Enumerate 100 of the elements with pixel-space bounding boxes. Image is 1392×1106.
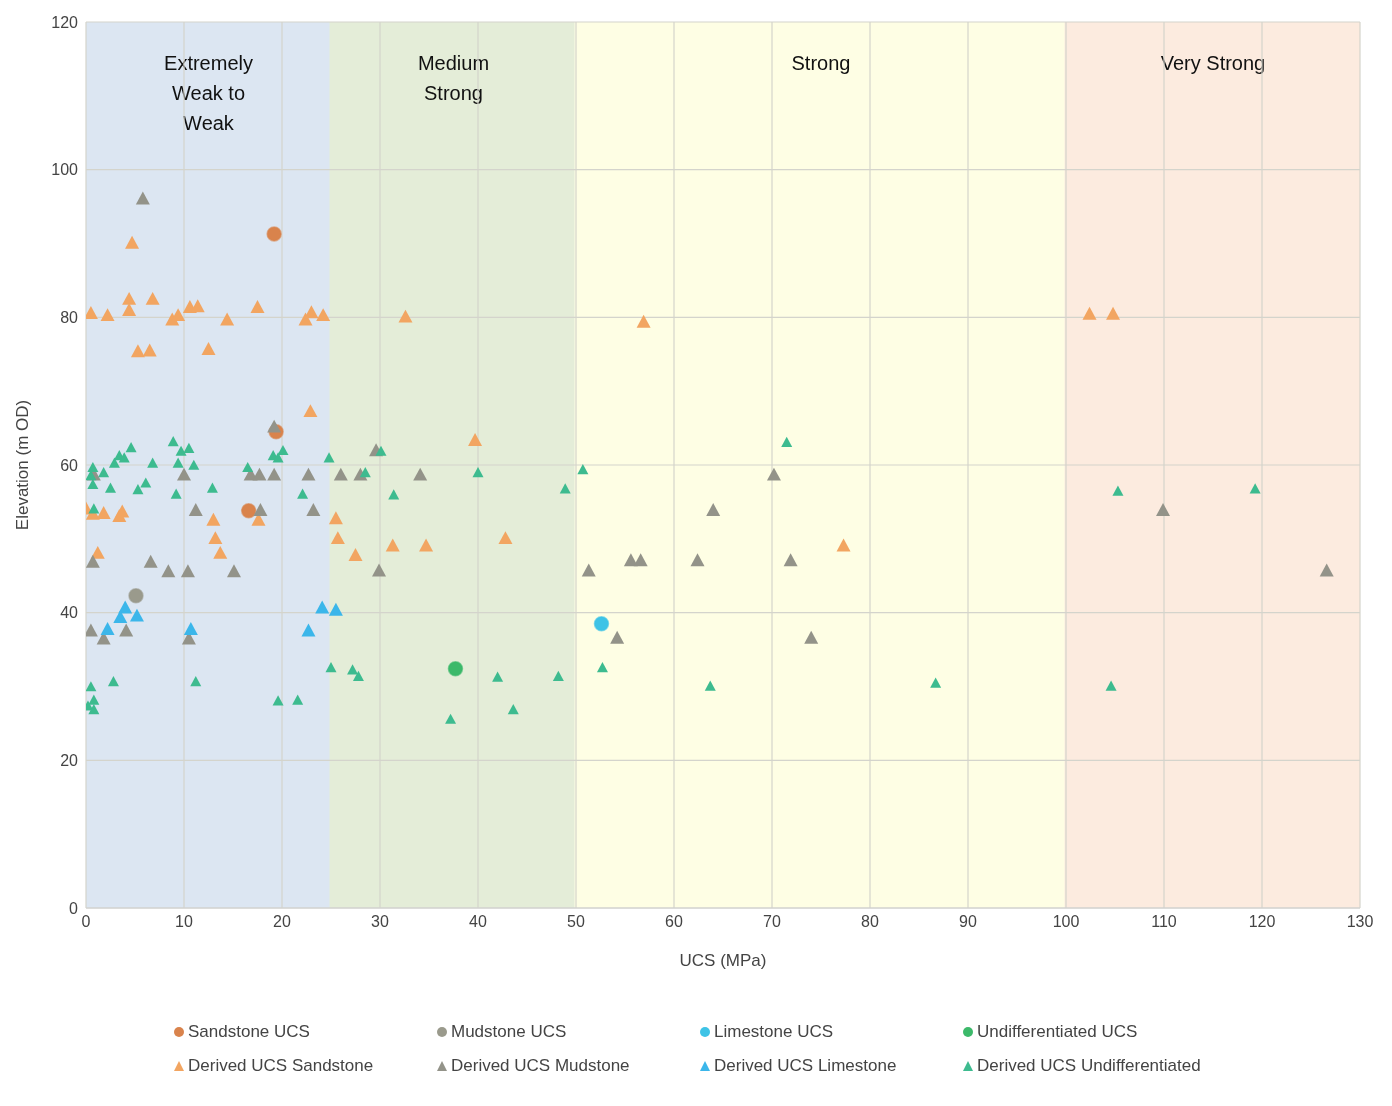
y-tick-label: 20	[60, 752, 79, 770]
point	[100, 308, 115, 322]
point	[135, 191, 150, 205]
point	[252, 467, 267, 481]
point	[352, 670, 364, 682]
point	[267, 419, 282, 433]
point	[108, 457, 120, 468]
point	[240, 503, 257, 519]
point	[468, 432, 483, 446]
band-label: Very Strong	[1160, 52, 1266, 74]
point	[145, 291, 160, 305]
point	[113, 610, 128, 624]
y-tick-label: 100	[51, 161, 79, 179]
point	[86, 681, 97, 692]
point	[783, 553, 798, 567]
point	[177, 467, 191, 481]
point	[88, 503, 100, 514]
point	[115, 504, 130, 518]
band-label: Extremely Weak to Weak	[164, 52, 253, 134]
point	[188, 459, 200, 470]
point	[147, 457, 159, 468]
legend-label: Derived UCS Undifferentiated	[977, 1056, 1201, 1076]
x-tick-label: 100	[1052, 913, 1080, 931]
point	[175, 445, 187, 456]
point	[610, 630, 625, 644]
point	[577, 464, 589, 475]
point	[206, 482, 218, 493]
legend-label: Derived UCS Sandstone	[188, 1056, 374, 1076]
x-tick-label: 110	[1151, 913, 1177, 931]
point	[266, 226, 282, 242]
point	[315, 600, 330, 614]
point	[105, 482, 116, 493]
point	[690, 553, 705, 567]
x-tick-label: 30	[371, 913, 389, 931]
x-tick-label: 130	[1346, 913, 1374, 931]
point	[88, 694, 100, 705]
y-tick-label: 40	[60, 604, 79, 622]
point	[348, 548, 363, 562]
y-axis-title: Elevation (m OD)	[13, 399, 33, 531]
point	[330, 531, 345, 545]
y-tick-label: 80	[60, 309, 79, 327]
point	[552, 670, 564, 682]
point	[250, 300, 265, 313]
point	[930, 677, 942, 688]
point	[208, 531, 223, 545]
point	[636, 314, 651, 328]
x-tick-label: 0	[81, 913, 91, 931]
point	[419, 538, 434, 552]
point	[304, 305, 319, 319]
point	[213, 545, 228, 559]
point	[292, 694, 304, 705]
point	[253, 503, 268, 517]
point	[1319, 563, 1334, 577]
point	[633, 553, 648, 567]
legend-label: Derived UCS Mudstone	[451, 1056, 630, 1076]
point	[1249, 483, 1261, 494]
point	[122, 302, 137, 316]
point	[507, 704, 519, 715]
point	[328, 602, 343, 616]
point	[316, 308, 331, 322]
point	[593, 615, 610, 632]
point	[183, 621, 198, 635]
point	[132, 484, 144, 495]
x-tick-label: 40	[469, 913, 487, 931]
x-tick-label: 50	[567, 913, 585, 931]
point	[125, 235, 140, 249]
band-label: Strong	[791, 52, 851, 74]
point	[581, 563, 596, 577]
point	[781, 436, 793, 447]
y-tick-label: 120	[51, 13, 79, 31]
point	[706, 503, 721, 517]
x-axis-title: UCS (MPa)	[679, 951, 767, 970]
point	[559, 483, 571, 494]
point	[272, 695, 284, 706]
point	[122, 291, 137, 305]
point	[498, 531, 513, 545]
point	[472, 467, 484, 478]
x-tick-label: 80	[861, 913, 879, 931]
point	[206, 512, 221, 526]
point	[277, 444, 289, 456]
point	[1112, 485, 1124, 496]
point	[267, 467, 282, 481]
x-tick-label: 120	[1248, 913, 1276, 931]
point	[1156, 503, 1171, 517]
point	[100, 621, 115, 635]
point	[1082, 306, 1097, 320]
point	[301, 623, 316, 637]
x-tick-label: 60	[665, 913, 683, 931]
point	[86, 554, 100, 568]
point	[836, 538, 851, 552]
point	[306, 503, 321, 517]
point	[129, 608, 144, 622]
point	[445, 713, 457, 724]
band-label: Medium Strong	[417, 52, 490, 104]
point	[804, 630, 819, 644]
point	[242, 461, 254, 473]
point	[298, 312, 313, 326]
y-tick-label: 60	[60, 456, 79, 474]
point	[161, 564, 176, 578]
y-tick-label: 0	[69, 899, 79, 917]
